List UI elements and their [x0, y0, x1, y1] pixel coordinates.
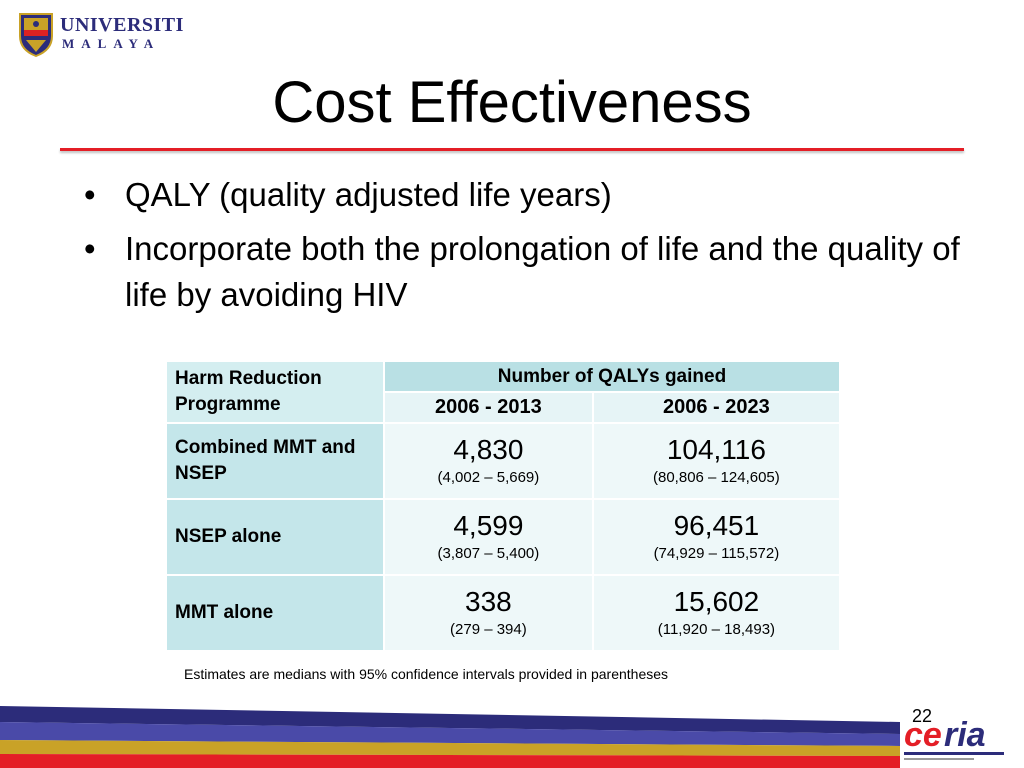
bullet-text: QALY (quality adjusted life years) — [125, 176, 612, 213]
cell-ci: (11,920 – 18,493) — [657, 621, 776, 638]
slide-title: Cost Effectiveness — [272, 70, 752, 135]
cell-ci: (4,002 – 5,669) — [437, 469, 540, 486]
cell-value: 338 — [465, 586, 512, 617]
page-number: 22 — [912, 706, 933, 726]
row-label: MMT alone — [165, 574, 385, 652]
logo-text-malaya: MALAYA — [62, 36, 161, 51]
table-row: MMT alone 338 (279 – 394) 15,602 (11,920… — [165, 574, 842, 652]
table-cell: 15,602 (11,920 – 18,493) — [591, 574, 842, 652]
table-subheader-row: 2006 - 2013 2006 - 2023 — [166, 391, 842, 424]
bullet-dot-icon: • — [84, 230, 96, 267]
ceria-logo-icon: ce ria — [904, 716, 1004, 760]
bullet-text: Incorporate both the prolongation of lif… — [125, 230, 960, 313]
table-footnote: Estimates are medians with 95% confidenc… — [184, 666, 669, 682]
footer-swoosh — [0, 706, 900, 768]
row-label: Combined MMT and NSEP — [165, 422, 385, 500]
university-logo: UNIVERSITI MALAYA — [18, 10, 183, 60]
column-header: 2006 - 2023 — [591, 391, 842, 424]
table-cell: 338 (279 – 394) — [383, 574, 594, 652]
cell-ci: (74,929 – 115,572) — [653, 545, 780, 562]
table-cell: 96,451 (74,929 – 115,572) — [591, 498, 842, 576]
corner-header: Harm Reduction Programme — [165, 360, 385, 424]
cell-ci: (80,806 – 124,605) — [653, 469, 780, 486]
cell-value: 96,451 — [673, 510, 760, 541]
cell-value: 104,116 — [666, 434, 766, 465]
crest-icon — [19, 13, 53, 58]
cell-value: 4,599 — [453, 510, 524, 541]
bullet-dot-icon: • — [84, 176, 96, 213]
row-label: NSEP alone — [165, 498, 385, 576]
table-cell: 4,830 (4,002 – 5,669) — [383, 422, 594, 500]
bullet-item: • QALY (quality adjusted life years) — [80, 172, 960, 218]
table-cell: 4,599 (3,807 – 5,400) — [383, 498, 594, 576]
svg-text:ria: ria — [944, 716, 986, 754]
cell-ci: (3,807 – 5,400) — [437, 545, 540, 562]
cell-value: 15,602 — [673, 586, 760, 617]
qaly-table: Harm Reduction Programme Number of QALYs… — [165, 360, 842, 652]
table-row: Combined MMT and NSEP 4,830 (4,002 – 5,6… — [165, 422, 842, 500]
svg-text:ce: ce — [904, 716, 942, 754]
table-header-row: Harm Reduction Programme Number of QALYs… — [165, 360, 841, 424]
bullet-item: • Incorporate both the prolongation of l… — [80, 226, 960, 318]
table-cell: 104,116 (80,806 – 124,605) — [591, 422, 842, 500]
table-row: NSEP alone 4,599 (3,807 – 5,400) 96,451 … — [165, 498, 842, 576]
column-header: 2006 - 2013 — [383, 391, 594, 424]
logo-text-universiti: UNIVERSITI — [60, 14, 184, 36]
cell-ci: (279 – 394) — [450, 621, 527, 638]
cell-value: 4,830 — [453, 434, 524, 465]
group-header: Number of QALYs gained — [383, 360, 841, 393]
title-divider — [60, 148, 964, 151]
bullet-list: • QALY (quality adjusted life years) • I… — [80, 172, 960, 326]
